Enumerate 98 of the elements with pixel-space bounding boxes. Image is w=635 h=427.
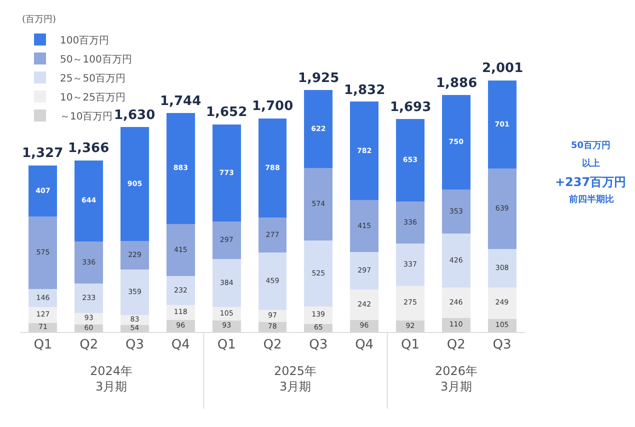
data-label: 93 <box>222 320 232 330</box>
x-tick-label: Q2 <box>446 338 466 353</box>
legend-label: ～10百万円 <box>60 111 113 122</box>
bar <box>442 95 470 190</box>
bar <box>74 283 104 313</box>
x-tick-label: Q3 <box>126 338 144 353</box>
data-label: 65 <box>314 322 323 332</box>
data-label: 110 <box>449 320 463 329</box>
total-label: 1,744 <box>160 94 202 109</box>
bar <box>350 102 379 200</box>
data-label: 118 <box>174 307 188 316</box>
data-label: 97 <box>268 310 277 320</box>
data-label: 246 <box>449 297 464 306</box>
data-label: 127 <box>36 310 50 319</box>
data-label: 83 <box>130 314 140 324</box>
data-label: 60 <box>84 322 94 332</box>
bar <box>120 240 149 270</box>
text: 2025年 3月期 <box>274 364 317 394</box>
legend-label: 25～50百万円 <box>60 73 126 84</box>
x-tick-label: Q1 <box>217 338 236 353</box>
bar <box>396 201 424 244</box>
text: 前四半期比 <box>568 194 614 205</box>
bar <box>396 286 424 320</box>
data-label: 78 <box>268 322 277 331</box>
data-label: 105 <box>495 320 509 329</box>
text: 2024年 3月期 <box>90 364 133 394</box>
total-label: 1,693 <box>390 100 432 115</box>
total-label: 1,832 <box>344 83 386 98</box>
text: 50百万円 <box>571 140 611 151</box>
x-tick-label: Q2 <box>80 338 98 353</box>
data-label: 275 <box>404 298 417 307</box>
bar <box>488 288 516 319</box>
bar <box>166 224 195 276</box>
data-label: 139 <box>312 310 326 319</box>
bar <box>28 165 58 216</box>
total-label: 1,327 <box>22 146 64 161</box>
total-label: 1,886 <box>436 76 478 91</box>
total-label: 1,700 <box>252 99 294 114</box>
x-tick-label: Q3 <box>309 338 328 353</box>
bar <box>396 244 424 286</box>
x-tick-label: Q4 <box>355 338 374 353</box>
total-label: 1,630 <box>114 108 156 123</box>
bar <box>304 90 333 168</box>
bar <box>28 307 58 324</box>
bar <box>212 124 241 222</box>
bar <box>74 241 104 284</box>
data-label: 96 <box>360 320 370 330</box>
bar <box>350 200 379 252</box>
bar <box>304 240 333 306</box>
bar <box>350 252 379 290</box>
data-label: 93 <box>84 313 94 322</box>
bar <box>28 216 58 289</box>
total-label: 1,366 <box>68 141 110 156</box>
total-label: 1,925 <box>298 71 340 86</box>
data-label: 249 <box>495 298 509 307</box>
total-label: 1,652 <box>206 105 248 120</box>
bar <box>120 127 149 241</box>
x-tick-label: Q1 <box>34 338 52 353</box>
bar <box>350 290 379 320</box>
x-tick-label: Q2 <box>263 338 282 353</box>
data-label: 54 <box>130 323 140 332</box>
bar <box>488 80 516 168</box>
bar <box>442 234 470 288</box>
x-tick-label: Q4 <box>171 338 190 353</box>
data-label: 105 <box>220 308 234 318</box>
bar <box>258 217 287 252</box>
bar <box>74 160 104 242</box>
text: (百万円) <box>22 15 56 25</box>
bar <box>212 222 241 259</box>
total-label: 2,001 <box>482 61 524 76</box>
bar <box>212 258 241 308</box>
bar <box>166 305 195 320</box>
bar <box>396 119 424 202</box>
bar <box>166 112 195 224</box>
bar <box>120 270 149 315</box>
x-tick-label: Q1 <box>400 338 420 353</box>
bar <box>258 118 287 218</box>
bar <box>488 248 516 288</box>
data-label: 96 <box>176 320 186 330</box>
x-tick-label: Q3 <box>492 338 512 353</box>
bar <box>166 276 195 306</box>
bar <box>488 168 516 249</box>
text: +237百万円 <box>555 175 626 189</box>
bar <box>442 189 470 234</box>
data-label: 71 <box>38 322 48 332</box>
bar <box>304 168 333 240</box>
bar <box>442 287 470 318</box>
bar <box>304 306 333 324</box>
data-label: 92 <box>406 320 415 330</box>
legend-label: 100百万円 <box>60 35 110 46</box>
legend-label: 50～100百万円 <box>60 54 132 66</box>
text: 2026年 3月期 <box>435 364 478 394</box>
bar <box>258 252 287 310</box>
data-label: 242 <box>358 299 372 308</box>
bar <box>28 288 58 308</box>
bar <box>212 307 241 320</box>
text: 以上 <box>582 158 600 169</box>
legend-label: 10～25百万円 <box>60 92 126 104</box>
